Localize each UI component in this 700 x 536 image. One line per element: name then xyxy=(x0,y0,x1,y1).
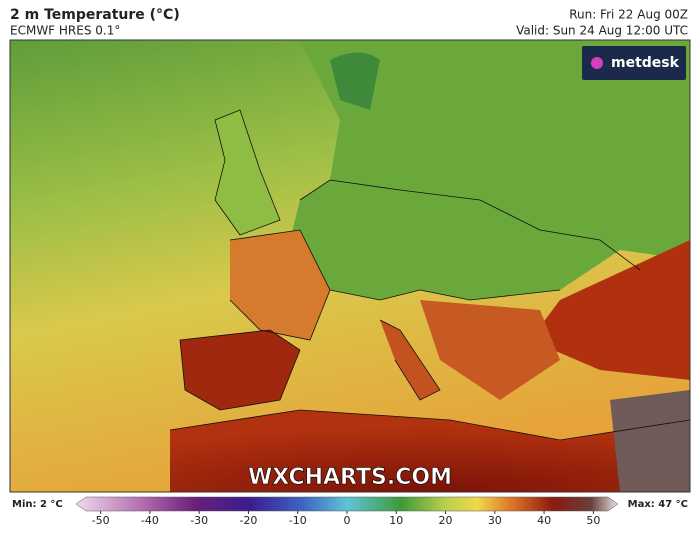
min-label: Min: 2 °C xyxy=(12,499,63,510)
map-title: 2 m Temperature (°C) xyxy=(10,7,180,23)
map-subtitle: ECMWF HRES 0.1° xyxy=(10,24,120,38)
colorbar-bar xyxy=(75,496,619,512)
balkans xyxy=(420,300,560,400)
britain xyxy=(215,110,280,235)
borders xyxy=(169,109,690,441)
colorbar-tick-label: -50 xyxy=(92,514,110,527)
colorbar-tick-label: 0 xyxy=(344,514,351,527)
colorbar-tick-label: 10 xyxy=(389,514,403,527)
colorbar-tick-label: 40 xyxy=(537,514,551,527)
colorbar-tick-label: 20 xyxy=(439,514,453,527)
watermark: WXCHARTS.COM xyxy=(248,465,452,490)
map-frame xyxy=(9,39,691,493)
logo-text: metdesk xyxy=(611,55,680,71)
colorbar-tick-label: -40 xyxy=(141,514,159,527)
italy xyxy=(380,320,440,400)
anatolia-east xyxy=(530,240,690,380)
max-label: Max: 47 °C xyxy=(628,499,688,510)
run-time: Run: Fri 22 Aug 00Z xyxy=(569,8,688,22)
colorbar-tick-label: -30 xyxy=(190,514,208,527)
middle-east xyxy=(610,390,690,492)
colorbar-tick-label: 30 xyxy=(488,514,502,527)
colorbar-tick-label: -20 xyxy=(239,514,257,527)
logo-icon xyxy=(591,57,603,69)
logo-box xyxy=(582,46,686,80)
north-africa xyxy=(170,410,690,492)
france xyxy=(230,230,330,340)
scandinavia xyxy=(330,52,380,110)
iberia xyxy=(180,330,300,410)
map: metdesk WXCHARTS.COM xyxy=(10,40,690,492)
valid-time: Valid: Sun 24 Aug 12:00 UTC xyxy=(516,24,688,38)
land-north xyxy=(290,40,690,300)
colorbar: -50 -40 -30 -20 -10 0 10 20 30 40 50 xyxy=(75,496,619,527)
colorbar-tick-label: 50 xyxy=(586,514,600,527)
colorbar-tick-label: -10 xyxy=(289,514,307,527)
